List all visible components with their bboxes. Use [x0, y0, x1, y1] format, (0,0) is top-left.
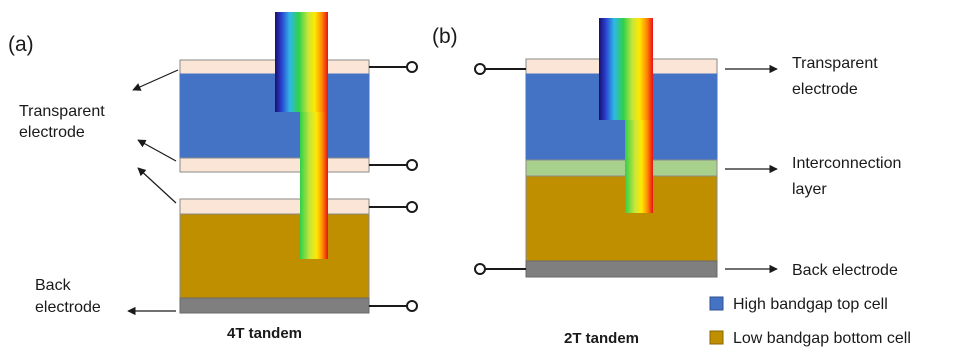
a-caption: 4T tandem — [227, 325, 302, 342]
b-bottom-cell — [525, 175, 718, 262]
a-label-arrows — [127, 69, 179, 316]
a-transparent-label-2: electrode — [19, 124, 85, 141]
legend-label-bottom-cell: Low bandgap bottom cell — [733, 330, 911, 347]
a-terminals — [369, 61, 418, 312]
b-caption: 2T tandem — [564, 330, 639, 347]
legend: High bandgap top cell Low bandgap bottom… — [709, 296, 911, 347]
legend-swatch-bottom-cell — [709, 330, 724, 345]
b-terminals — [474, 63, 526, 275]
b-interconnection-label-2: layer — [792, 181, 827, 198]
panel-b-tag: (b) — [432, 25, 458, 48]
legend-swatch-top-cell — [709, 296, 724, 311]
a-light-beam-full — [275, 12, 328, 112]
a-mid-transparent-electrode — [179, 157, 370, 173]
b-label-arrows — [725, 64, 778, 274]
legend-label-top-cell: High bandgap top cell — [733, 296, 888, 313]
b-interconnection-layer — [525, 159, 718, 177]
b-interconnection-label-1: Interconnection — [792, 155, 901, 172]
panel-a-tag: (a) — [8, 33, 34, 56]
a-bottom-cell — [179, 213, 370, 299]
a-back-label-1: Back — [35, 277, 72, 294]
b-light-beam-filtered — [625, 120, 653, 213]
a-transparent-label-1: Transparent — [19, 103, 105, 120]
a-bottom-transparent-electrode — [179, 198, 370, 215]
b-transparent-label-1: Transparent — [792, 55, 878, 72]
b-back-electrode — [525, 260, 718, 278]
b-light-beam-full — [599, 18, 653, 120]
a-back-label-2: electrode — [35, 299, 101, 316]
a-light-beam-filtered — [300, 112, 328, 259]
a-back-electrode — [179, 297, 370, 314]
b-transparent-label-2: electrode — [792, 81, 858, 98]
a-top-cell — [179, 73, 370, 159]
a-top-transparent-electrode — [179, 59, 370, 75]
b-back-label: Back electrode — [792, 262, 898, 279]
